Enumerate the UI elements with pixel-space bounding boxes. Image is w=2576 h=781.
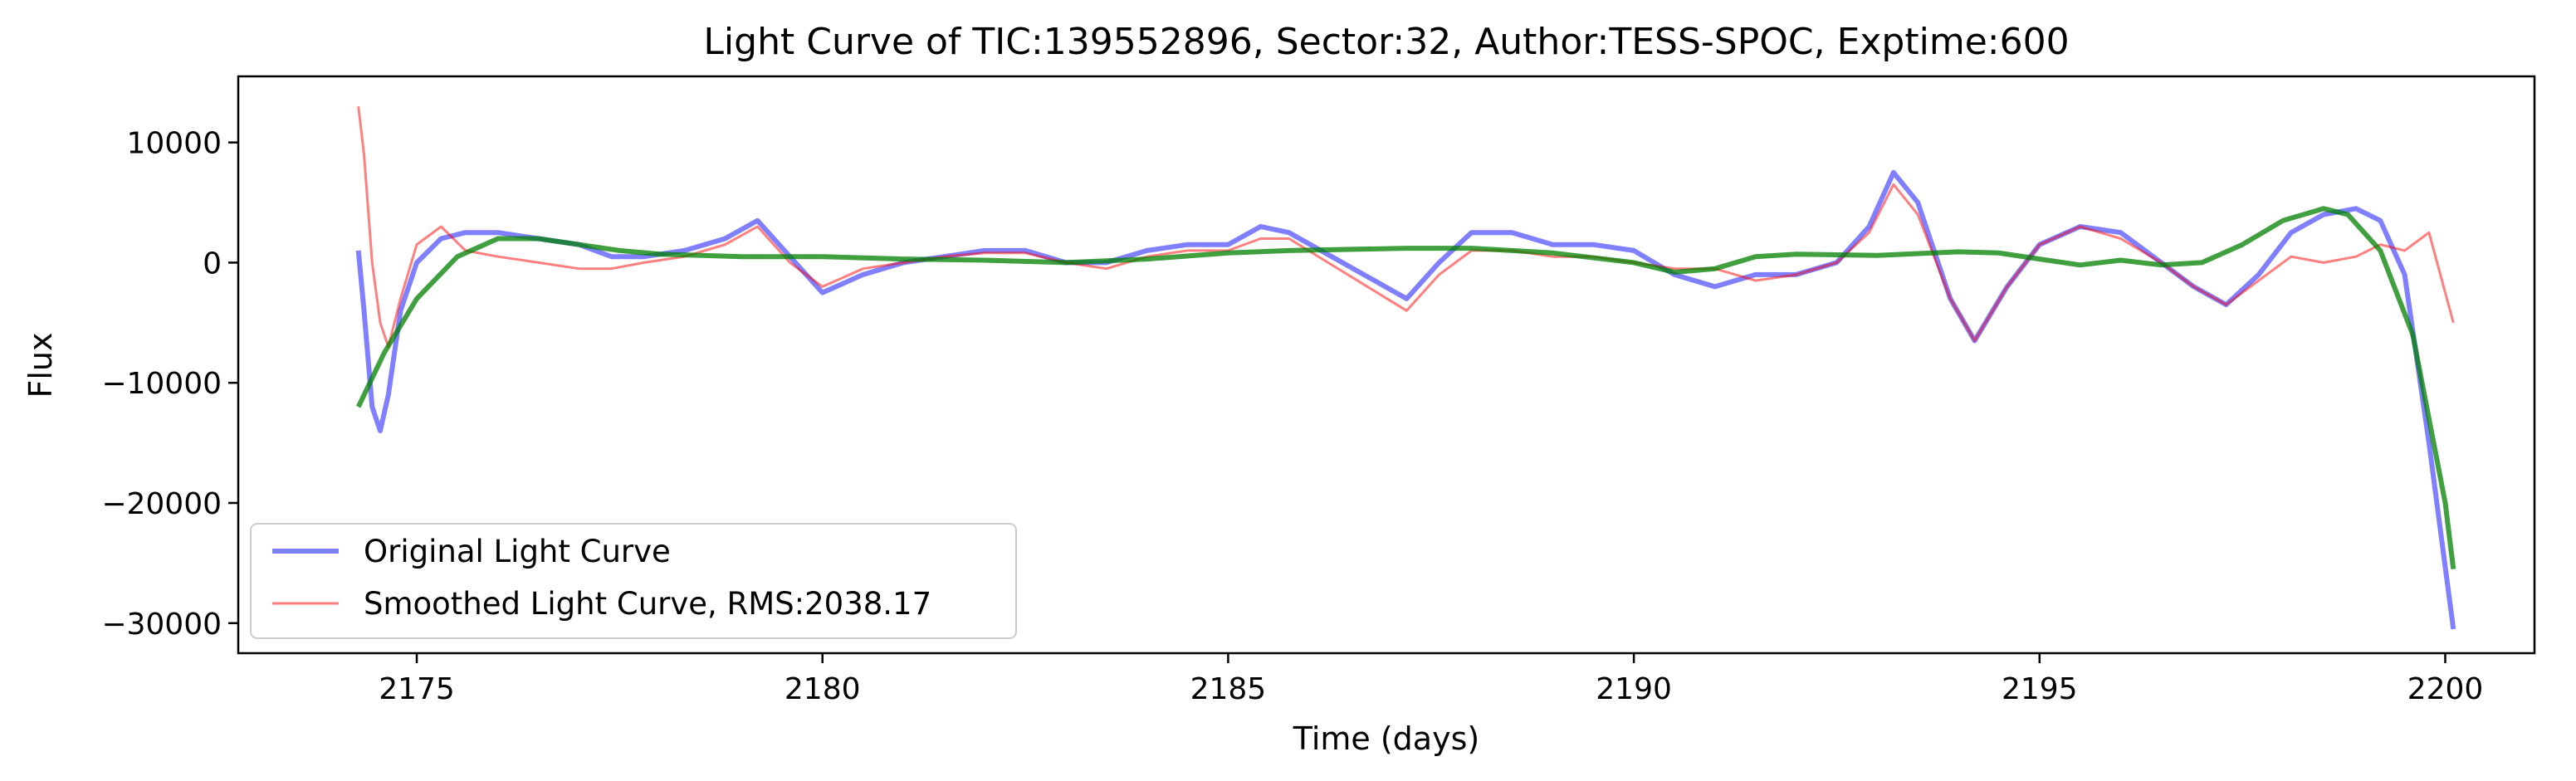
legend: Original Light Curve Smoothed Light Curv… — [250, 523, 1017, 639]
x-axis-label: Time (days) — [1293, 720, 1479, 757]
y-axis: 10000 0 −10000 −20000 −30000 — [101, 127, 238, 642]
x-axis: 2175 2180 2185 2190 2195 2200 — [379, 653, 2483, 706]
x-tick-label: 2190 — [1596, 672, 1672, 706]
y-tick-label: 10000 — [126, 127, 222, 161]
y-tick-label: −20000 — [101, 487, 222, 521]
legend-label-smoothed: Smoothed Light Curve, RMS:2038.17 — [364, 586, 931, 622]
plot-area — [355, 106, 2456, 630]
plot-frame — [237, 75, 2536, 655]
y-tick-label: −30000 — [101, 608, 222, 642]
x-tick-label: 2175 — [379, 672, 455, 706]
series-layer — [355, 106, 2456, 630]
x-tick-label: 2185 — [1190, 672, 1267, 706]
x-tick-label: 2180 — [785, 672, 861, 706]
series-smoothed-line — [357, 106, 2455, 349]
legend-box — [250, 523, 1017, 639]
y-tick-label: −10000 — [101, 367, 222, 401]
series-fit-line — [355, 206, 2456, 569]
chart-title: Light Curve of TIC:139552896, Sector:32,… — [703, 21, 2069, 63]
y-axis-label: Flux — [22, 333, 59, 398]
legend-label-original: Original Light Curve — [364, 534, 671, 569]
x-tick-label: 2195 — [2002, 672, 2078, 706]
y-tick-label: 0 — [203, 247, 222, 281]
x-tick-label: 2200 — [2407, 672, 2484, 706]
